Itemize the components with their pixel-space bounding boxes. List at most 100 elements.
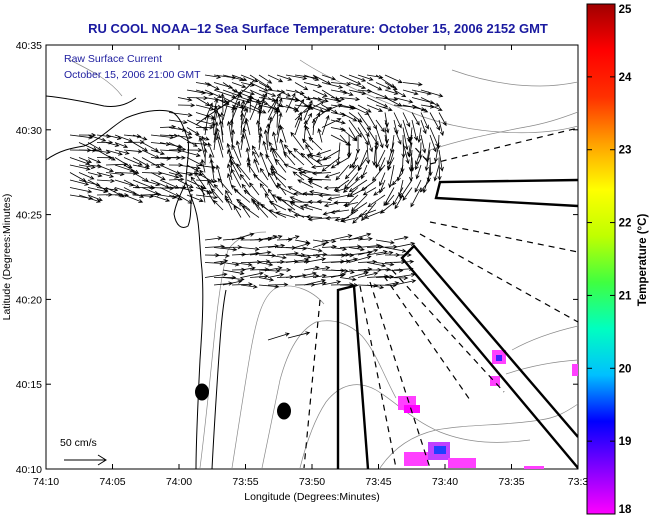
current-vector — [375, 104, 393, 112]
current-vector — [411, 112, 420, 126]
current-vector — [344, 164, 359, 180]
current-vector — [233, 188, 251, 203]
current-vector — [396, 164, 404, 182]
colorbar-tick-label: 22 — [619, 218, 632, 230]
current-vector — [437, 157, 442, 181]
current-vector — [294, 242, 311, 248]
current-vector — [340, 217, 359, 223]
current-vector — [240, 82, 255, 87]
current-vector — [391, 172, 404, 186]
current-vector — [303, 119, 308, 143]
current-vector — [402, 112, 411, 128]
current-vector — [215, 127, 224, 151]
current-vector — [231, 262, 253, 267]
current-vector — [186, 148, 203, 153]
current-vector — [424, 149, 431, 172]
current-vector — [330, 81, 352, 87]
current-vector — [305, 214, 323, 219]
current-vector — [348, 255, 372, 263]
current-vector — [394, 252, 412, 258]
current-vector — [186, 194, 204, 203]
current-vector — [177, 194, 193, 204]
current-vector — [316, 149, 332, 156]
current-vector — [375, 267, 392, 272]
current-vector — [321, 280, 342, 286]
current-vector — [204, 89, 223, 98]
current-vector — [409, 164, 414, 182]
current-vector — [311, 164, 332, 169]
current-vector — [69, 179, 90, 186]
current-vector — [325, 216, 341, 221]
current-vector — [393, 97, 414, 104]
current-vector — [330, 157, 350, 169]
current-vector — [87, 187, 109, 194]
current-vector — [168, 177, 185, 182]
y-tick-label: 40:15 — [16, 379, 42, 391]
current-vector — [216, 135, 224, 158]
current-vector — [339, 89, 354, 96]
current-vector — [415, 157, 422, 171]
current-vector — [204, 114, 210, 136]
current-vector — [420, 112, 429, 130]
current-vector — [207, 180, 215, 196]
current-vector — [362, 187, 377, 196]
current-vector — [366, 142, 371, 165]
current-vector — [249, 182, 260, 196]
current-vector — [177, 127, 193, 135]
current-vector — [279, 125, 287, 143]
bathymetry-contours — [69, 59, 578, 469]
current-vector — [386, 142, 395, 166]
current-vector — [199, 169, 215, 188]
current-vector — [339, 253, 355, 258]
current-vector — [348, 119, 362, 138]
current-vector — [312, 281, 327, 286]
current-vector — [256, 119, 261, 136]
current-vector — [348, 82, 367, 89]
current-vector — [262, 140, 269, 158]
y-tick-label: 40:10 — [16, 464, 42, 476]
current-vector — [222, 279, 243, 286]
x-tick-label: 74:05 — [99, 476, 125, 488]
y-axis-ticks: 40:35 40:30 40:25 40:20 40:15 40:10 — [16, 40, 578, 476]
current-vector — [177, 134, 198, 147]
current-vector — [267, 243, 286, 248]
current-vector — [306, 154, 323, 166]
current-vector — [230, 168, 242, 188]
current-vector — [289, 196, 305, 203]
current-vector — [114, 157, 133, 169]
x-axis-label: Longitude (Degrees:Minutes) — [244, 491, 379, 503]
current-vector — [401, 134, 406, 159]
current-vector — [285, 92, 296, 113]
radar-beam-boxes — [336, 178, 578, 469]
current-vector — [168, 194, 183, 201]
current-vector — [317, 128, 323, 143]
current-vector — [312, 242, 327, 248]
current-vector — [224, 198, 242, 211]
current-vector — [402, 142, 410, 165]
current-vector — [285, 257, 309, 263]
current-vector — [224, 194, 233, 211]
current-vector — [375, 82, 392, 90]
current-vector — [253, 158, 260, 173]
y-tick-label: 40:30 — [16, 125, 42, 137]
colorbar-ticks: 25 24 23 22 21 20 19 18 — [587, 3, 632, 516]
current-vector — [357, 236, 373, 242]
current-vector — [348, 74, 367, 82]
current-vector — [375, 127, 384, 149]
current-vector — [366, 250, 388, 256]
current-vector — [375, 283, 397, 288]
current-vector — [235, 140, 242, 158]
current-vector — [267, 235, 283, 241]
current-vector — [411, 104, 429, 113]
current-vector — [364, 209, 386, 219]
sst-pixel — [448, 458, 476, 468]
colorbar-gradient — [586, 3, 616, 515]
colorbar-tick-label: 18 — [619, 504, 632, 516]
current-vector — [394, 194, 404, 210]
current-vector — [240, 97, 263, 105]
current-vector — [226, 142, 233, 158]
current-vector — [429, 104, 443, 111]
current-vector — [285, 235, 300, 241]
current-vector — [243, 189, 260, 203]
current-vector — [226, 120, 233, 143]
